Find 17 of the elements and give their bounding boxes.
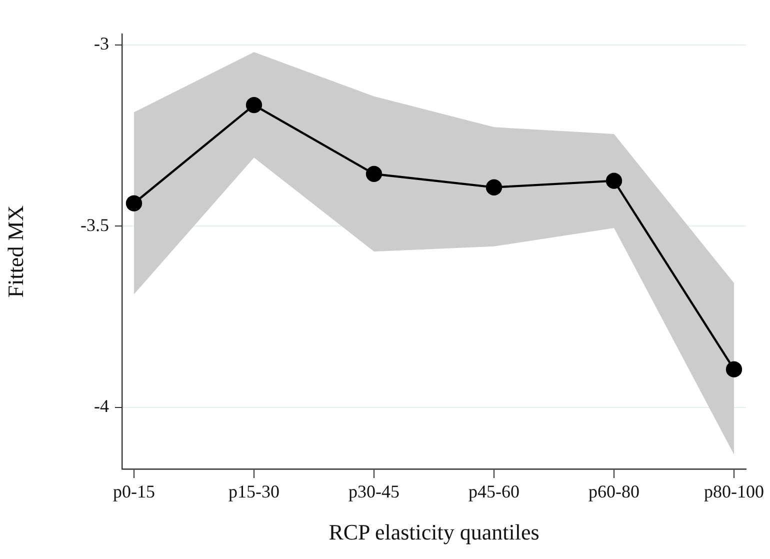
point [366, 166, 382, 182]
x-tick-label: p30-45 [348, 482, 400, 502]
y-tick-label: -4 [94, 396, 109, 416]
x-tick-label: p0-15 [113, 482, 155, 502]
point [606, 172, 622, 189]
x-axis-title: RCP elasticity quantiles [328, 520, 540, 545]
y-axis-title: Fitted MX [2, 205, 28, 298]
point [726, 361, 742, 378]
y-tick-label: -3 [94, 34, 109, 54]
point [126, 195, 142, 212]
x-tick-label: p15-30 [228, 482, 280, 502]
x-tick-label: p60-80 [588, 482, 640, 502]
x-tick-label: p80-100 [704, 482, 764, 502]
x-tick-label: p45-60 [468, 482, 520, 502]
point [246, 96, 262, 114]
point [486, 179, 502, 196]
y-tick-label: -3.5 [80, 214, 109, 235]
